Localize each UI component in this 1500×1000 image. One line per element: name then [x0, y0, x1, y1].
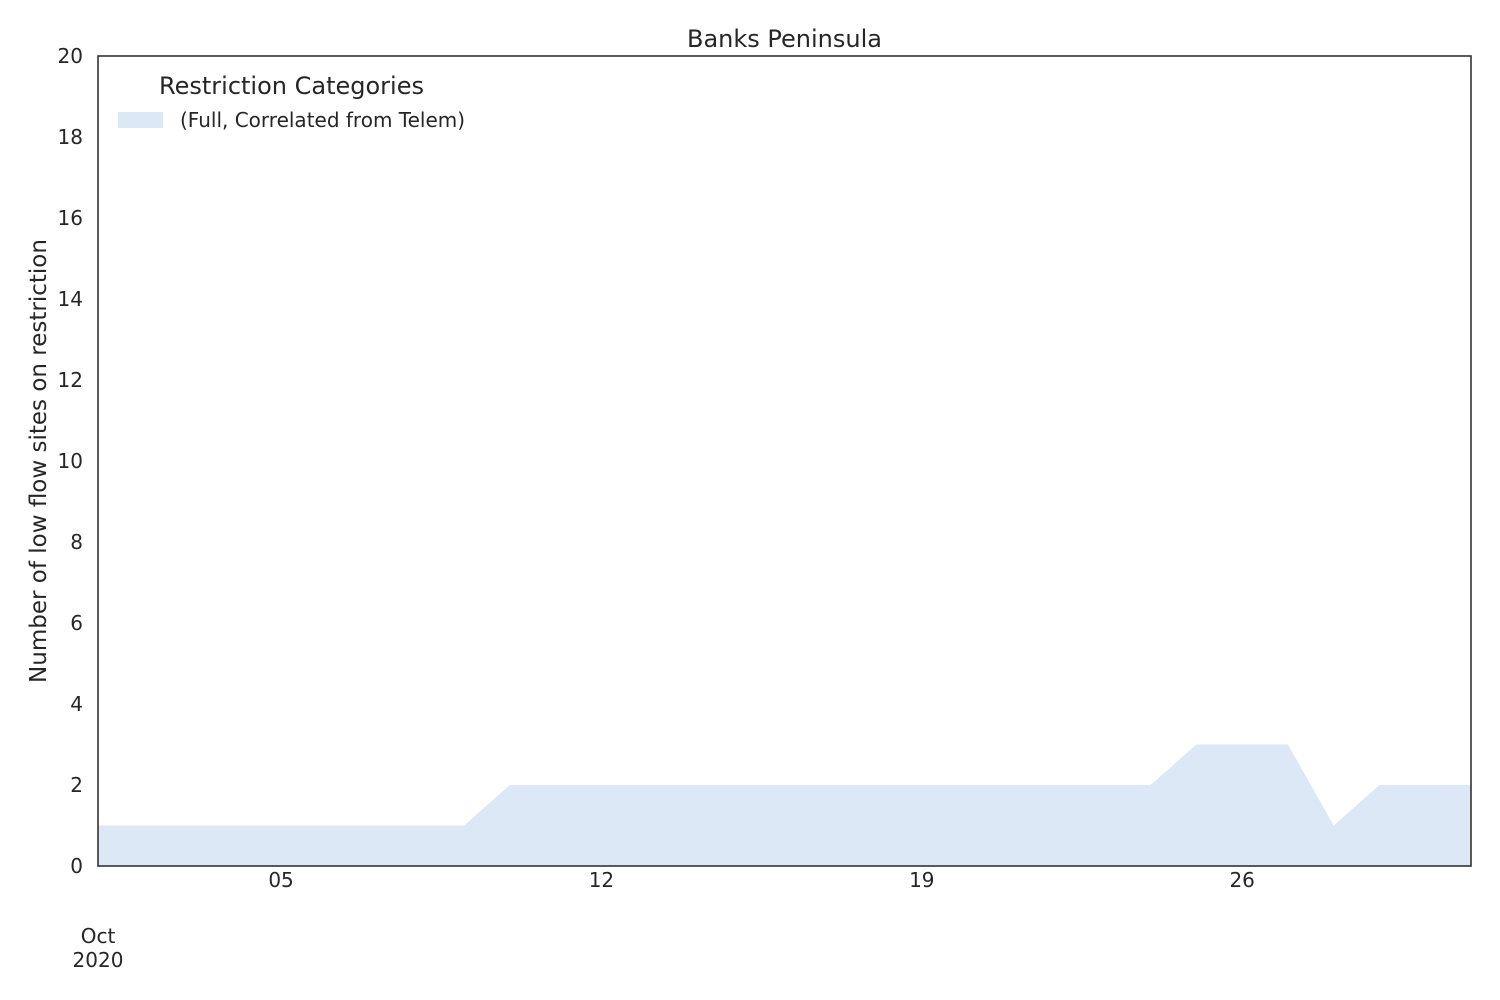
legend: Restriction Categories (Full, Correlated… [118, 72, 465, 132]
y-tick-label: 10 [58, 449, 83, 473]
x-tick-label: 26 [1229, 868, 1254, 892]
y-tick-label: 18 [58, 125, 83, 149]
legend-swatch [118, 112, 163, 128]
y-tick-label: 12 [58, 368, 83, 392]
y-tick-label: 2 [70, 773, 83, 797]
x-tick-label: 12 [589, 868, 614, 892]
x-axis-year-label: 2020 [73, 948, 124, 972]
x-tick-label: 19 [909, 868, 934, 892]
plot-frame [97, 55, 1472, 867]
area-series-0 [98, 744, 1471, 866]
y-axis-label: Number of low flow sites on restriction [26, 239, 52, 683]
y-tick-label: 14 [58, 287, 83, 311]
y-tick-label: 20 [58, 44, 83, 68]
legend-title: Restriction Categories [159, 72, 424, 100]
y-tick-label: 6 [70, 611, 83, 635]
y-tick-label: 16 [58, 206, 83, 230]
y-tick-label: 8 [70, 530, 83, 554]
x-axis-month-label: Oct [81, 924, 116, 948]
y-axis-ticks: 0 2 4 6 8 10 12 14 16 18 20 [58, 44, 83, 878]
x-tick-label: 05 [268, 868, 293, 892]
y-tick-label: 4 [70, 692, 83, 716]
y-tick-label: 0 [70, 854, 83, 878]
plot-area [98, 744, 1471, 866]
legend-entry-label: (Full, Correlated from Telem) [180, 108, 465, 132]
x-axis-ticks: 05 12 19 26 [268, 868, 1255, 892]
chart-title: Banks Peninsula [687, 25, 882, 53]
